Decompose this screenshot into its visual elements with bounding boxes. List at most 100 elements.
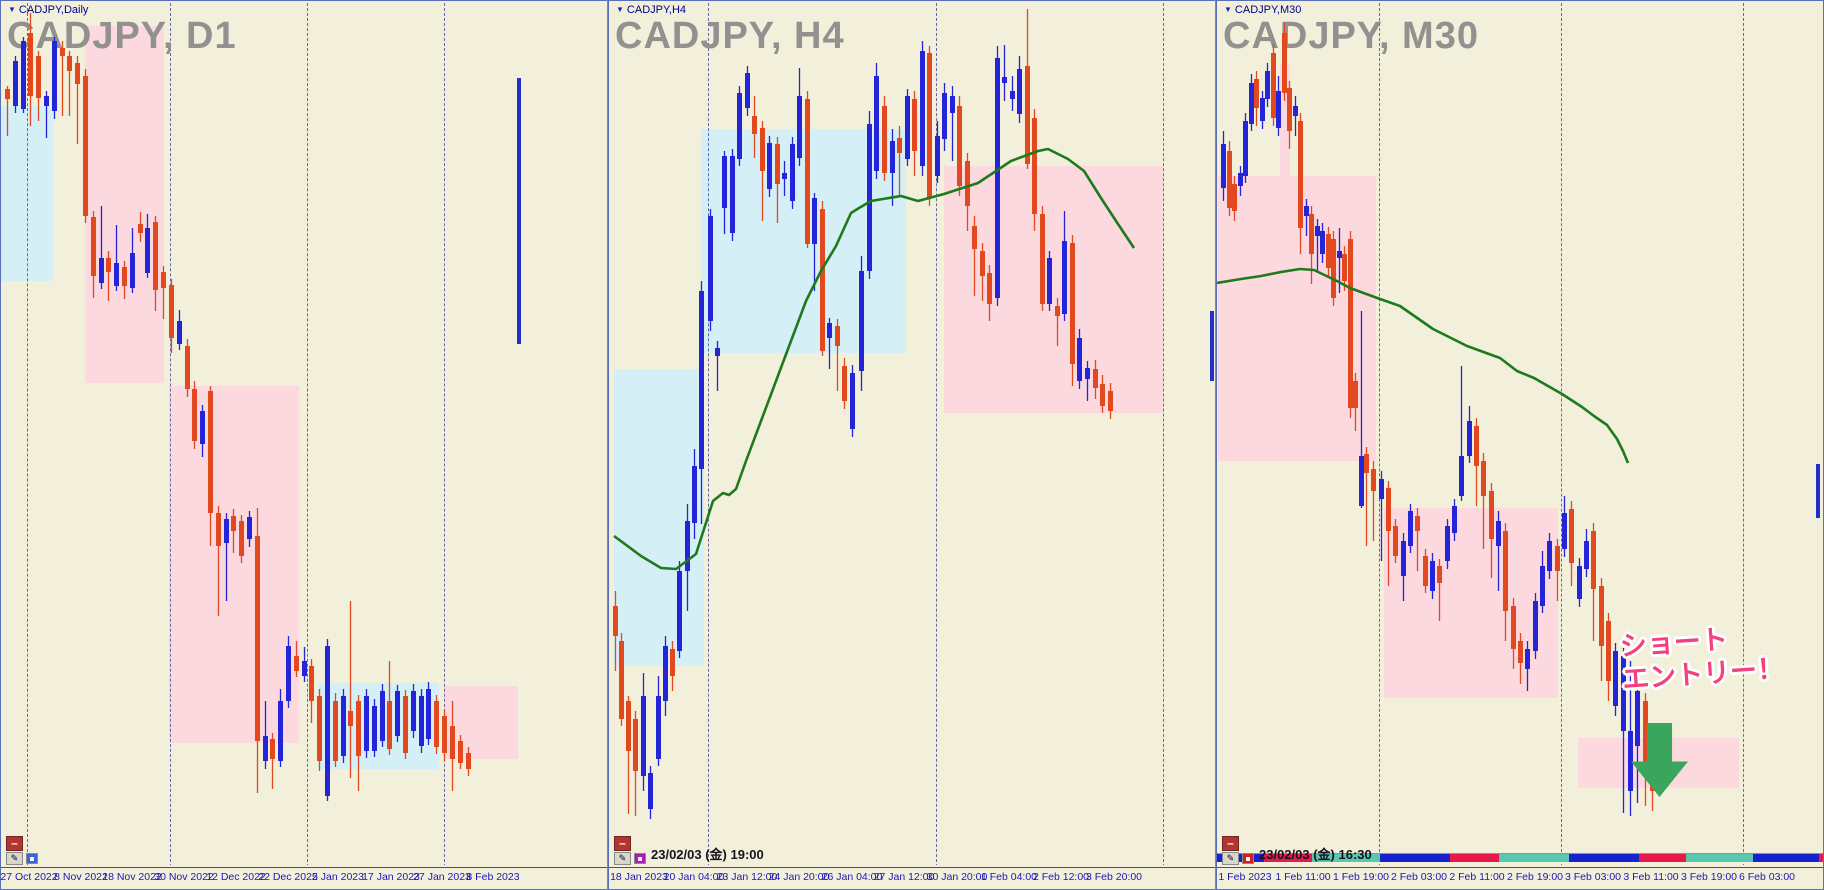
chevron-down-icon[interactable]: ▼	[1224, 5, 1232, 14]
session-segment	[1311, 854, 1381, 862]
axis-date-label: 8 Nov 2022	[54, 871, 108, 883]
axis-date-label: 2 Feb 19:00	[1506, 871, 1564, 883]
chart-canvas-h4[interactable]: CADJPY, H4 ▼ CADJPY,H4 – ✎ 23/02/03 (金) 1…	[609, 1, 1215, 865]
session-indicator-strip	[1217, 853, 1823, 862]
chevron-down-icon[interactable]: ▼	[8, 5, 16, 14]
axis-date-label: 27 Jan 12:00	[873, 871, 935, 883]
session-segment	[1217, 854, 1264, 862]
axis-date-label: 2 Feb 12:00	[1032, 871, 1090, 883]
period-separator-gridline	[27, 3, 28, 865]
session-segment	[1450, 854, 1500, 862]
axis-date-label: 17 Jan 2023	[362, 871, 420, 883]
axis-date-label: 5 Jan 2023	[312, 871, 364, 883]
time-axis-h4[interactable]: 18 Jan 2023 20 Jan 04:00 23 Jan 12:00 24 Ja…	[609, 867, 1215, 889]
axis-date-label: 23 Jan 12:00	[716, 871, 778, 883]
chart-window-m30: CADJPY, M30 ▼ CADJPY,M30 ショート エントリー！ – ✎ …	[1215, 0, 1824, 890]
period-separator-gridline	[1743, 3, 1744, 865]
axis-date-label: 1 Feb 2023	[1218, 871, 1272, 883]
support-resistance-zone	[169, 386, 299, 743]
short-entry-annotation: ショート エントリー！	[1619, 619, 1785, 696]
axis-date-label: 8 Feb 2023	[466, 871, 520, 883]
chart-tab-h4[interactable]: ▼ CADJPY,H4	[616, 4, 686, 16]
chart-window-h4: CADJPY, H4 ▼ CADJPY,H4 – ✎ 23/02/03 (金) 1…	[607, 0, 1217, 890]
support-resistance-zone	[318, 683, 439, 769]
chart-tab-label: CADJPY,H4	[626, 4, 687, 16]
axis-date-label: 1 Feb 19:00	[1332, 871, 1390, 883]
session-segment	[1819, 854, 1823, 862]
axis-date-label: 30 Jan 20:00	[926, 871, 988, 883]
axis-date-label: 22 Dec 2022	[258, 871, 318, 883]
axis-date-label: 1 Feb 11:00	[1275, 871, 1331, 883]
period-separator-gridline	[1379, 3, 1380, 865]
period-separator-gridline	[444, 3, 445, 865]
support-resistance-zone	[444, 686, 518, 759]
session-segment	[1568, 854, 1639, 862]
axis-date-label: 18 Nov 2022	[102, 871, 162, 883]
chevron-down-icon[interactable]: ▼	[616, 5, 624, 14]
axis-date-label: 2 Feb 03:00	[1390, 871, 1448, 883]
axis-date-label: 2 Feb 11:00	[1449, 871, 1505, 883]
candlestick-plot[interactable]	[1, 1, 607, 865]
chart-canvas-m30[interactable]: CADJPY, M30 ▼ CADJPY,M30 ショート エントリー！ – ✎ …	[1217, 1, 1823, 865]
session-segment	[1499, 854, 1569, 862]
support-resistance-zone	[85, 26, 164, 383]
axis-date-label: 26 Jan 04:00	[821, 871, 883, 883]
candle-datetime-label: 23/02/03 (金) 16:30	[1259, 847, 1372, 862]
quick-draw-pen-icon[interactable]: ✎	[1222, 852, 1239, 865]
scrollbar-thumb[interactable]	[517, 78, 521, 344]
chart-watermark: CADJPY, H4	[615, 15, 845, 57]
collapse-minus-icon[interactable]: –	[1222, 836, 1239, 851]
scrollbar-thumb[interactable]	[1210, 311, 1214, 381]
axis-date-label: 1 Feb 04:00	[980, 871, 1038, 883]
axis-date-label: 12 Dec 2022	[206, 871, 266, 883]
time-axis-d1[interactable]: 27 Oct 2022 8 Nov 2022 18 Nov 2022 30 Nov 2…	[0, 867, 607, 889]
session-segment	[1263, 854, 1312, 862]
session-segment	[1686, 854, 1754, 862]
chart-watermark: CADJPY, D1	[7, 15, 237, 57]
collapse-minus-icon[interactable]: –	[614, 836, 631, 851]
chart-tab-d1[interactable]: ▼ CADJPY,Daily	[8, 4, 88, 16]
chart-tab-label: CADJPY,M30	[1234, 4, 1302, 16]
axis-date-label: 27 Oct 2022	[0, 871, 58, 883]
chart-window-d1: CADJPY, D1 ▼ CADJPY,Daily – ✎ 27 Oct 2022…	[0, 0, 609, 890]
period-separator-gridline	[936, 3, 937, 865]
support-resistance-zone	[1280, 64, 1290, 176]
axis-date-label: 18 Jan 2023	[610, 871, 668, 883]
moving-average-line	[1217, 267, 1630, 464]
session-segment	[1380, 854, 1451, 862]
candle-datetime-label: 23/02/03 (金) 19:00	[651, 847, 764, 862]
moving-average-line	[613, 147, 1136, 571]
axis-date-label: 30 Nov 2022	[154, 871, 214, 883]
period-separator-gridline	[708, 3, 709, 865]
axis-date-label: 24 Jan 20:00	[768, 871, 830, 883]
axis-date-label: 3 Feb 19:00	[1680, 871, 1738, 883]
chart-watermark: CADJPY, M30	[1223, 15, 1479, 57]
chart-tab-label: CADJPY,Daily	[18, 4, 89, 16]
period-separator-gridline	[170, 3, 171, 865]
candlestick-plot[interactable]	[609, 1, 1215, 865]
session-segment	[1638, 854, 1687, 862]
axis-date-label: 20 Jan 04:00	[663, 871, 725, 883]
time-axis-m30[interactable]: 1 Feb 2023 1 Feb 11:00 1 Feb 19:00 2 Feb 03…	[1217, 867, 1823, 889]
indicator-marker-icon[interactable]	[1242, 853, 1254, 864]
chart-tab-m30[interactable]: ▼ CADJPY,M30	[1224, 4, 1301, 16]
candlestick-plot[interactable]	[1217, 1, 1823, 865]
collapse-minus-icon[interactable]: –	[6, 836, 23, 851]
chart-canvas-d1[interactable]: CADJPY, D1 ▼ CADJPY,Daily – ✎	[1, 1, 607, 865]
axis-date-label: 3 Feb 03:00	[1564, 871, 1622, 883]
axis-date-label: 3 Feb 20:00	[1085, 871, 1143, 883]
quick-draw-pen-icon[interactable]: ✎	[614, 852, 631, 865]
indicator-marker-icon[interactable]	[634, 853, 646, 864]
period-separator-gridline	[307, 3, 308, 865]
support-resistance-zone	[944, 166, 1163, 413]
period-separator-gridline	[1163, 3, 1164, 865]
period-separator-gridline	[1561, 3, 1562, 865]
axis-date-label: 3 Feb 11:00	[1623, 871, 1679, 883]
indicator-marker-icon[interactable]	[26, 853, 38, 864]
axis-date-label: 27 Jan 2023	[413, 871, 471, 883]
support-resistance-zone	[614, 369, 704, 666]
scrollbar-thumb[interactable]	[1816, 464, 1820, 518]
axis-date-label: 6 Feb 03:00	[1738, 871, 1796, 883]
quick-draw-pen-icon[interactable]: ✎	[6, 852, 23, 865]
